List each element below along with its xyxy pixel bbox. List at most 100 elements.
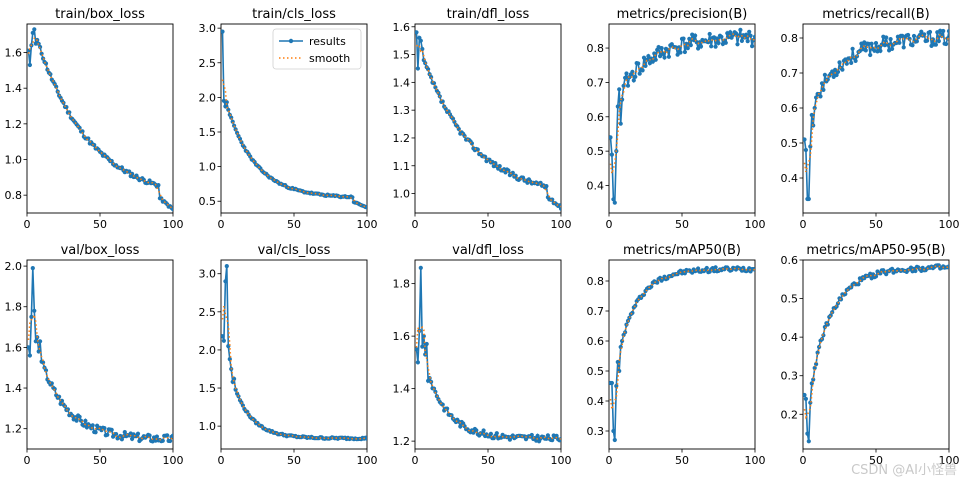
x-tick-label: 0 xyxy=(800,454,807,467)
results-point xyxy=(424,341,429,347)
results-point xyxy=(748,33,753,38)
results-point xyxy=(54,84,59,89)
results-point xyxy=(545,433,551,438)
results-point xyxy=(814,95,819,100)
y-tick-label: 1.1 xyxy=(393,160,411,173)
legend-results-marker xyxy=(288,38,294,44)
y-tick-label: 0.4 xyxy=(781,172,799,185)
x-tick-label: 100 xyxy=(939,218,960,231)
x-tick-label: 50 xyxy=(675,454,689,467)
x-tick-label: 50 xyxy=(287,218,301,231)
y-tick-label: 1.8 xyxy=(393,278,411,291)
results-point xyxy=(418,265,423,270)
results-point xyxy=(890,46,895,52)
results-point xyxy=(738,27,743,32)
results-point xyxy=(805,431,810,436)
subplot-title: val/dfl_loss xyxy=(452,243,524,258)
results-point xyxy=(614,383,619,389)
results-point xyxy=(415,66,420,71)
results-point xyxy=(698,44,704,49)
y-tick-label: 1.6 xyxy=(393,330,411,343)
x-tick-label: 50 xyxy=(93,454,107,467)
watermark: CSDN @AI小怪兽 xyxy=(851,463,957,478)
subplot-10: metrics/mAP50-95(B) 0 50 100 0.2 0.3 0.4 0.5 0.6 xyxy=(781,243,960,467)
results-point xyxy=(364,205,367,210)
results-point xyxy=(752,34,755,39)
results-point xyxy=(812,365,817,371)
subplot-7: val/cls_loss 0 50 100 1.0 1.5 2.0 2.5 3.0 xyxy=(199,243,378,467)
results-point xyxy=(914,39,920,44)
results-point xyxy=(911,33,917,39)
results-point xyxy=(57,394,62,399)
y-tick-label: 2.0 xyxy=(199,91,217,104)
y-tick-label: 0.4 xyxy=(587,395,605,408)
results-point xyxy=(837,60,842,65)
subplot-title: metrics/mAP50-95(B) xyxy=(806,243,945,258)
results-point xyxy=(944,41,949,47)
results-point xyxy=(666,54,672,59)
results-point xyxy=(168,438,173,444)
x-tick-label: 100 xyxy=(939,454,960,467)
y-tick-label: 2.0 xyxy=(199,344,217,357)
x-tick-label: 100 xyxy=(551,218,572,231)
axes-frame xyxy=(26,259,174,450)
results-point xyxy=(27,353,32,358)
results-point xyxy=(719,34,724,39)
y-tick-label: 0.7 xyxy=(587,76,605,89)
subplot-title: train/dfl_loss xyxy=(447,7,530,22)
results-point xyxy=(821,87,826,92)
results-point xyxy=(707,31,712,37)
results-point xyxy=(615,104,620,109)
results-point xyxy=(130,436,135,441)
results-point xyxy=(747,29,752,34)
results-point xyxy=(716,40,721,46)
results-point xyxy=(888,37,893,42)
results-point xyxy=(659,46,664,51)
y-tick-label: 0.7 xyxy=(587,305,605,318)
y-tick-label: 1.5 xyxy=(199,382,217,395)
x-tick-label: 50 xyxy=(481,454,495,467)
results-point xyxy=(739,38,745,44)
results-line xyxy=(415,267,561,444)
y-tick-label: 0.3 xyxy=(587,425,605,438)
y-tick-label: 1.4 xyxy=(393,383,411,396)
subplot-title: val/box_loss xyxy=(61,243,140,258)
x-tick-label: 0 xyxy=(218,454,225,467)
results-point xyxy=(32,27,37,32)
results-point xyxy=(704,265,709,271)
results-point xyxy=(160,438,165,443)
results-point xyxy=(812,105,817,111)
results-point xyxy=(544,184,549,189)
results-point xyxy=(869,41,874,46)
results-point xyxy=(933,42,939,47)
x-tick-label: 100 xyxy=(163,454,184,467)
y-tick-label: 0.5 xyxy=(781,293,799,306)
results-point xyxy=(733,31,739,36)
results-point xyxy=(833,67,838,72)
x-tick-label: 100 xyxy=(551,454,572,467)
results-point xyxy=(713,44,718,49)
y-tick-label: 0.4 xyxy=(587,180,605,193)
y-tick-label: 1.4 xyxy=(393,76,411,89)
results-point xyxy=(170,207,173,212)
results-point xyxy=(897,40,902,45)
results-point xyxy=(640,68,645,73)
results-point xyxy=(156,183,161,188)
results-point xyxy=(127,169,132,174)
results-point xyxy=(685,46,690,51)
x-tick-label: 0 xyxy=(218,218,225,231)
results-point xyxy=(868,52,873,58)
results-point xyxy=(814,362,819,367)
results-point xyxy=(818,94,823,99)
y-tick-label: 2.5 xyxy=(199,57,217,70)
smooth-line xyxy=(415,43,561,208)
subplot-1: train/box_loss 0 50 100 0.8 1.0 1.2 1.4 1.6 xyxy=(5,7,184,231)
results-point xyxy=(232,376,237,381)
y-tick-label: 1.0 xyxy=(5,154,23,167)
results-point xyxy=(806,439,811,444)
y-tick-label: 0.5 xyxy=(199,195,217,208)
results-point xyxy=(418,38,423,43)
results-point xyxy=(809,112,814,118)
y-tick-label: 1.6 xyxy=(393,21,411,34)
results-point xyxy=(803,147,809,153)
